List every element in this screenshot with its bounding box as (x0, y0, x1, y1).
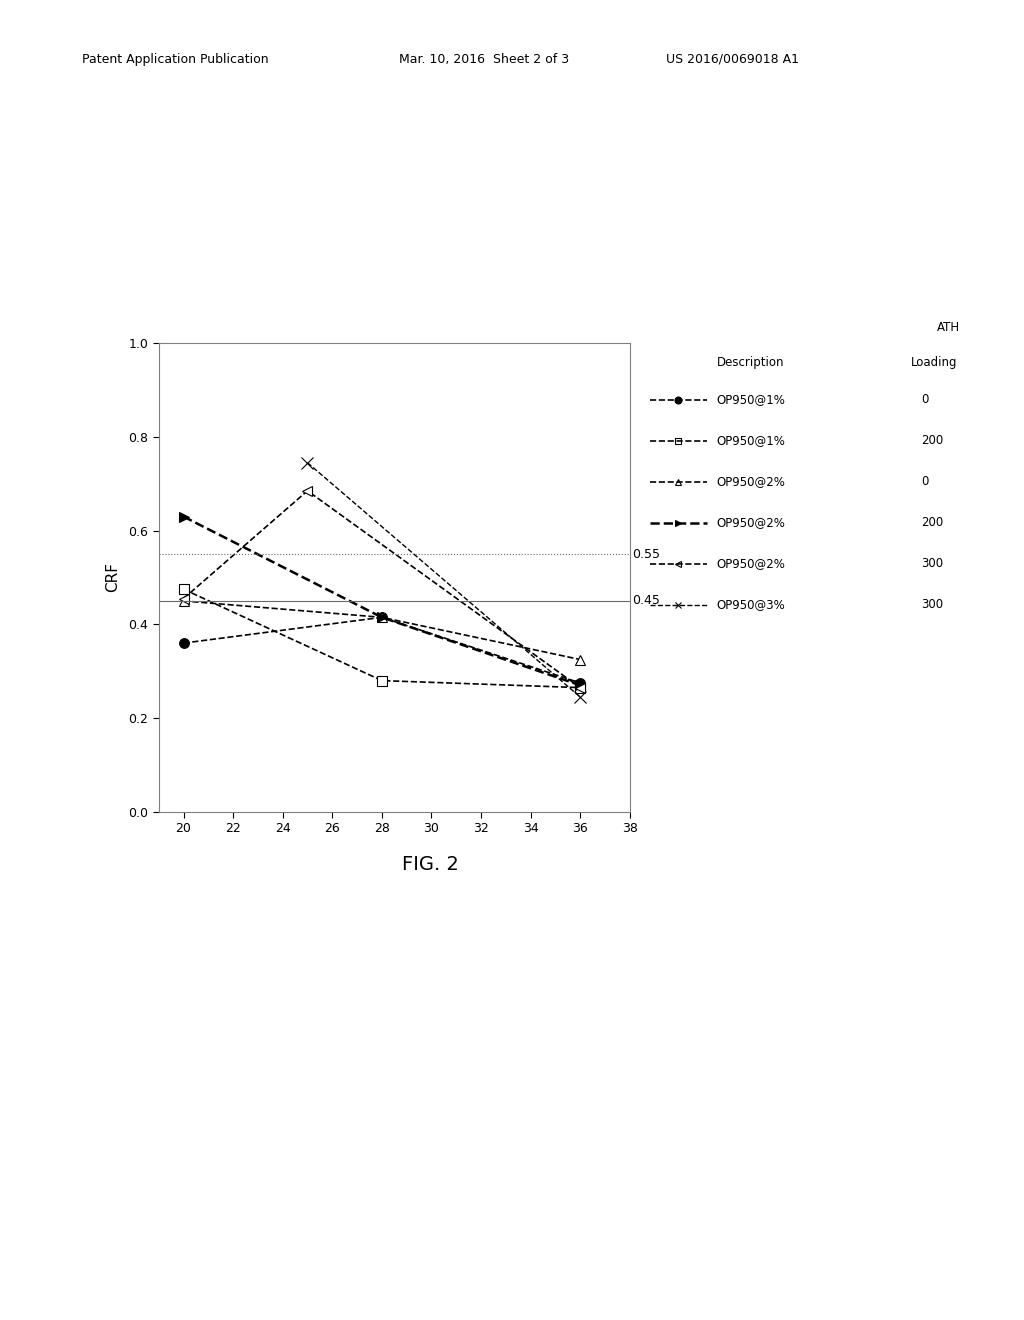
Text: 200: 200 (922, 434, 944, 447)
Text: OP950@1%: OP950@1% (717, 434, 785, 447)
Text: Patent Application Publication: Patent Application Publication (82, 53, 268, 66)
Text: 300: 300 (922, 598, 944, 611)
Text: 0: 0 (922, 475, 929, 488)
Text: 0.45: 0.45 (632, 594, 660, 607)
Text: OP950@2%: OP950@2% (717, 516, 785, 529)
Text: OP950@3%: OP950@3% (717, 598, 785, 611)
Text: OP950@2%: OP950@2% (717, 475, 785, 488)
Text: OP950@2%: OP950@2% (717, 557, 785, 570)
Text: Mar. 10, 2016  Sheet 2 of 3: Mar. 10, 2016 Sheet 2 of 3 (399, 53, 569, 66)
Text: 200: 200 (922, 516, 944, 529)
Text: OP950@1%: OP950@1% (717, 393, 785, 407)
Text: FIG. 2: FIG. 2 (401, 855, 459, 874)
Y-axis label: CRF: CRF (105, 562, 120, 593)
Text: 0: 0 (922, 393, 929, 407)
Text: US 2016/0069018 A1: US 2016/0069018 A1 (666, 53, 799, 66)
Text: ATH: ATH (937, 321, 961, 334)
Text: Description: Description (717, 356, 784, 370)
Text: 0.55: 0.55 (632, 548, 660, 561)
Text: 300: 300 (922, 557, 944, 570)
Text: Loading: Loading (911, 356, 957, 370)
